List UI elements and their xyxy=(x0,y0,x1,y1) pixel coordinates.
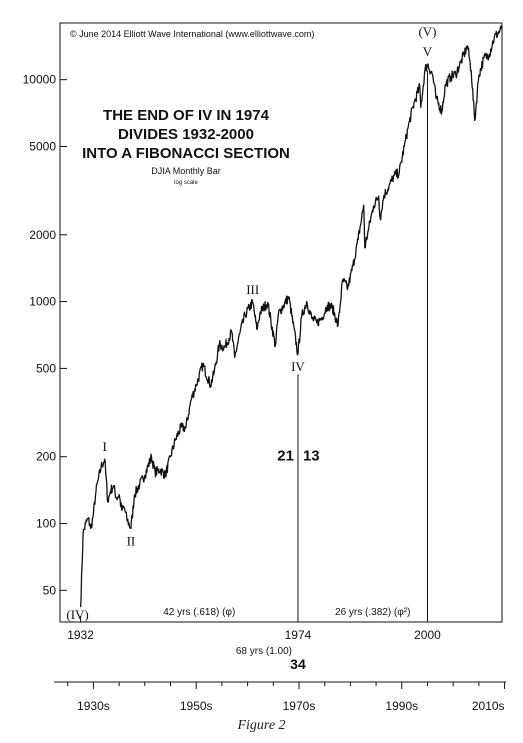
y-tick-label: 200 xyxy=(36,450,56,464)
fib-year-start: 1932 xyxy=(67,628,94,642)
x-tick-label: 1990s xyxy=(385,699,418,713)
fibonacci-annotation: 21 13 42 yrs (.618) (φ) 26 yrs (.382) (φ²) 1… xyxy=(67,70,441,672)
y-tick-label: 5000 xyxy=(29,139,56,153)
y-tick-label: 2000 xyxy=(29,228,56,242)
y-tick-label: 100 xyxy=(36,517,56,531)
figure-caption: Figure 2 xyxy=(237,718,286,733)
fib-right-span-label: 26 yrs (.382) (φ²) xyxy=(335,607,410,618)
wave-label: III xyxy=(246,282,259,297)
wave-label: (IV) xyxy=(66,607,88,622)
x-tick-label: 2010s xyxy=(472,699,505,713)
y-tick-label: 50 xyxy=(43,583,57,597)
scale-note: log scale xyxy=(174,180,198,186)
djia-price-line xyxy=(79,25,503,608)
wave-label: II xyxy=(127,533,136,548)
wave-label: (V) xyxy=(418,24,436,39)
wave-label: V xyxy=(423,44,433,59)
x-tick-label: 1970s xyxy=(283,699,316,713)
chart-title-line-3: INTO A FIBONACCI SECTION xyxy=(82,145,290,162)
copyright-text: © June 2014 Elliott Wave International (… xyxy=(70,29,314,39)
fib-year-mid: 1974 xyxy=(285,628,312,642)
y-tick-label: 1000 xyxy=(29,295,56,309)
fib-left-span-label: 42 yrs (.618) (φ) xyxy=(163,607,235,618)
y-tick-label: 10000 xyxy=(23,73,57,87)
chart-subtitle: DJIA Monthly Bar xyxy=(151,166,221,176)
fib-year-end: 2000 xyxy=(414,628,441,642)
chart-title-line-1: THE END OF IV IN 1974 xyxy=(103,107,270,124)
y-tick-label: 500 xyxy=(36,361,56,375)
fib-number-21: 21 xyxy=(277,448,294,465)
x-tick-label: 1950s xyxy=(180,699,213,713)
djia-series xyxy=(79,25,503,608)
x-tick-label: 1930s xyxy=(77,699,110,713)
wave-label: I xyxy=(103,439,107,454)
wave-label: IV xyxy=(291,359,305,374)
fib-number-34: 34 xyxy=(290,656,306,672)
fib-total-span-label: 68 yrs (1.00) xyxy=(236,646,292,657)
fib-number-13: 13 xyxy=(303,448,320,465)
x-axis: 1930s 1950s 1970s 1990s 2010s xyxy=(54,681,506,713)
chart-title-line-2: DIVIDES 1932-2000 xyxy=(118,126,254,143)
y-axis: 50 100 200 500 1000 2000 5000 10000 xyxy=(23,73,67,597)
